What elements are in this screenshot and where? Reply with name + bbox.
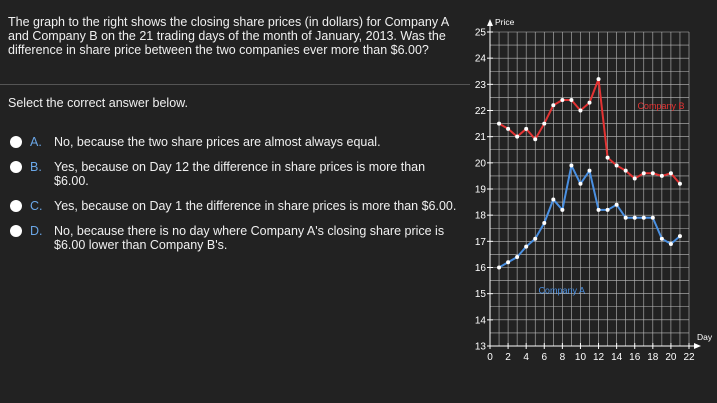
choice-c[interactable]: C. Yes, because on Day 1 the difference …: [10, 199, 460, 213]
company-b-point: [551, 103, 556, 108]
company-a-point: [641, 215, 646, 220]
company-a-point: [515, 255, 520, 260]
company-a-point: [524, 244, 529, 249]
x-axis-label: Day: [697, 332, 713, 342]
company-b-point: [524, 126, 529, 131]
choice-c-letter: C.: [30, 199, 43, 213]
company-b-point: [668, 171, 673, 176]
company-b-point: [641, 171, 646, 176]
company-b-point: [632, 176, 637, 181]
question-text: The graph to the right shows the closing…: [8, 15, 449, 57]
x-tick-label: 0: [487, 352, 493, 363]
y-tick-label: 20: [475, 158, 487, 169]
x-tick-label: 18: [647, 352, 659, 363]
x-tick-label: 6: [541, 352, 547, 363]
company-a-point: [596, 207, 601, 212]
company-a-point: [542, 221, 547, 226]
company-b-point: [659, 173, 664, 178]
company-a-label: Company A: [538, 286, 585, 296]
x-tick-label: 12: [593, 352, 605, 363]
company-b-point: [560, 98, 565, 103]
instruction-text: Select the correct answer below.: [8, 96, 188, 110]
company-a-point: [614, 202, 619, 207]
company-b-point: [614, 163, 619, 168]
company-a-point: [578, 181, 583, 186]
company-a-point: [632, 215, 637, 220]
company-b-point: [533, 137, 538, 142]
x-tick-label: 16: [629, 352, 641, 363]
company-b-label: Company B: [637, 101, 684, 111]
x-tick-label: 8: [560, 352, 566, 363]
y-tick-label: 18: [475, 211, 487, 222]
choice-a-letter: A.: [30, 135, 42, 149]
y-tick-label: 17: [475, 237, 487, 248]
company-a-point: [650, 215, 655, 220]
company-a-point: [551, 197, 556, 202]
x-tick-label: 10: [575, 352, 587, 363]
radio-c[interactable]: [10, 200, 22, 212]
company-a-point: [560, 207, 565, 212]
company-a-point: [659, 236, 664, 241]
y-tick-label: 22: [475, 106, 487, 117]
company-a-point: [533, 236, 538, 241]
y-tick-label: 14: [475, 315, 487, 326]
divider: [0, 84, 470, 85]
y-tick-label: 23: [475, 80, 487, 91]
radio-d[interactable]: [10, 225, 22, 237]
answer-choices: A. No, because the two share prices are …: [10, 135, 460, 263]
company-a-point: [506, 260, 511, 265]
company-b-point: [677, 181, 682, 186]
company-a-point: [623, 215, 628, 220]
company-a-point: [605, 207, 610, 212]
choice-c-text: Yes, because on Day 1 the difference in …: [54, 199, 457, 213]
company-a-point: [677, 234, 682, 239]
y-axis-arrow: [487, 19, 493, 26]
choice-b-text: Yes, because on Day 12 the difference in…: [54, 160, 426, 188]
x-tick-label: 14: [611, 352, 623, 363]
x-axis-arrow: [694, 343, 701, 349]
company-b-point: [497, 121, 502, 126]
company-a-point: [569, 163, 574, 168]
company-b-point: [587, 100, 592, 105]
company-b-point: [596, 77, 601, 82]
choice-a-text: No, because the two share prices are alm…: [54, 135, 381, 149]
y-tick-label: 19: [475, 185, 487, 196]
choice-d-letter: D.: [30, 224, 43, 238]
y-tick-label: 24: [475, 54, 487, 65]
company-b-point: [578, 108, 583, 113]
radio-a[interactable]: [10, 136, 22, 148]
choice-b[interactable]: B. Yes, because on Day 12 the difference…: [10, 160, 460, 188]
x-tick-label: 4: [523, 352, 529, 363]
x-tick-label: 20: [665, 352, 677, 363]
choice-a[interactable]: A. No, because the two share prices are …: [10, 135, 460, 149]
y-tick-label: 13: [475, 342, 487, 353]
y-tick-label: 21: [475, 132, 487, 143]
company-b-point: [515, 134, 520, 139]
company-a-point: [587, 168, 592, 173]
y-tick-label: 16: [475, 263, 487, 274]
x-tick-label: 22: [683, 352, 695, 363]
company-a-point: [497, 265, 502, 270]
company-b-point: [623, 168, 628, 173]
company-b-point: [569, 98, 574, 103]
y-tick-label: 15: [475, 289, 487, 300]
y-tick-label: 25: [475, 28, 487, 39]
company-b-point: [542, 121, 547, 126]
company-a-point: [668, 241, 673, 246]
radio-b[interactable]: [10, 161, 22, 173]
company-b-point: [506, 126, 511, 131]
company-b-point: [650, 171, 655, 176]
choice-b-letter: B.: [30, 160, 42, 174]
y-axis-label: Price: [495, 17, 515, 27]
choice-d[interactable]: D. No, because there is no day where Com…: [10, 224, 460, 252]
company-b-point: [605, 155, 610, 160]
x-tick-label: 2: [505, 352, 511, 363]
choice-d-text: No, because there is no day where Compan…: [54, 224, 445, 252]
